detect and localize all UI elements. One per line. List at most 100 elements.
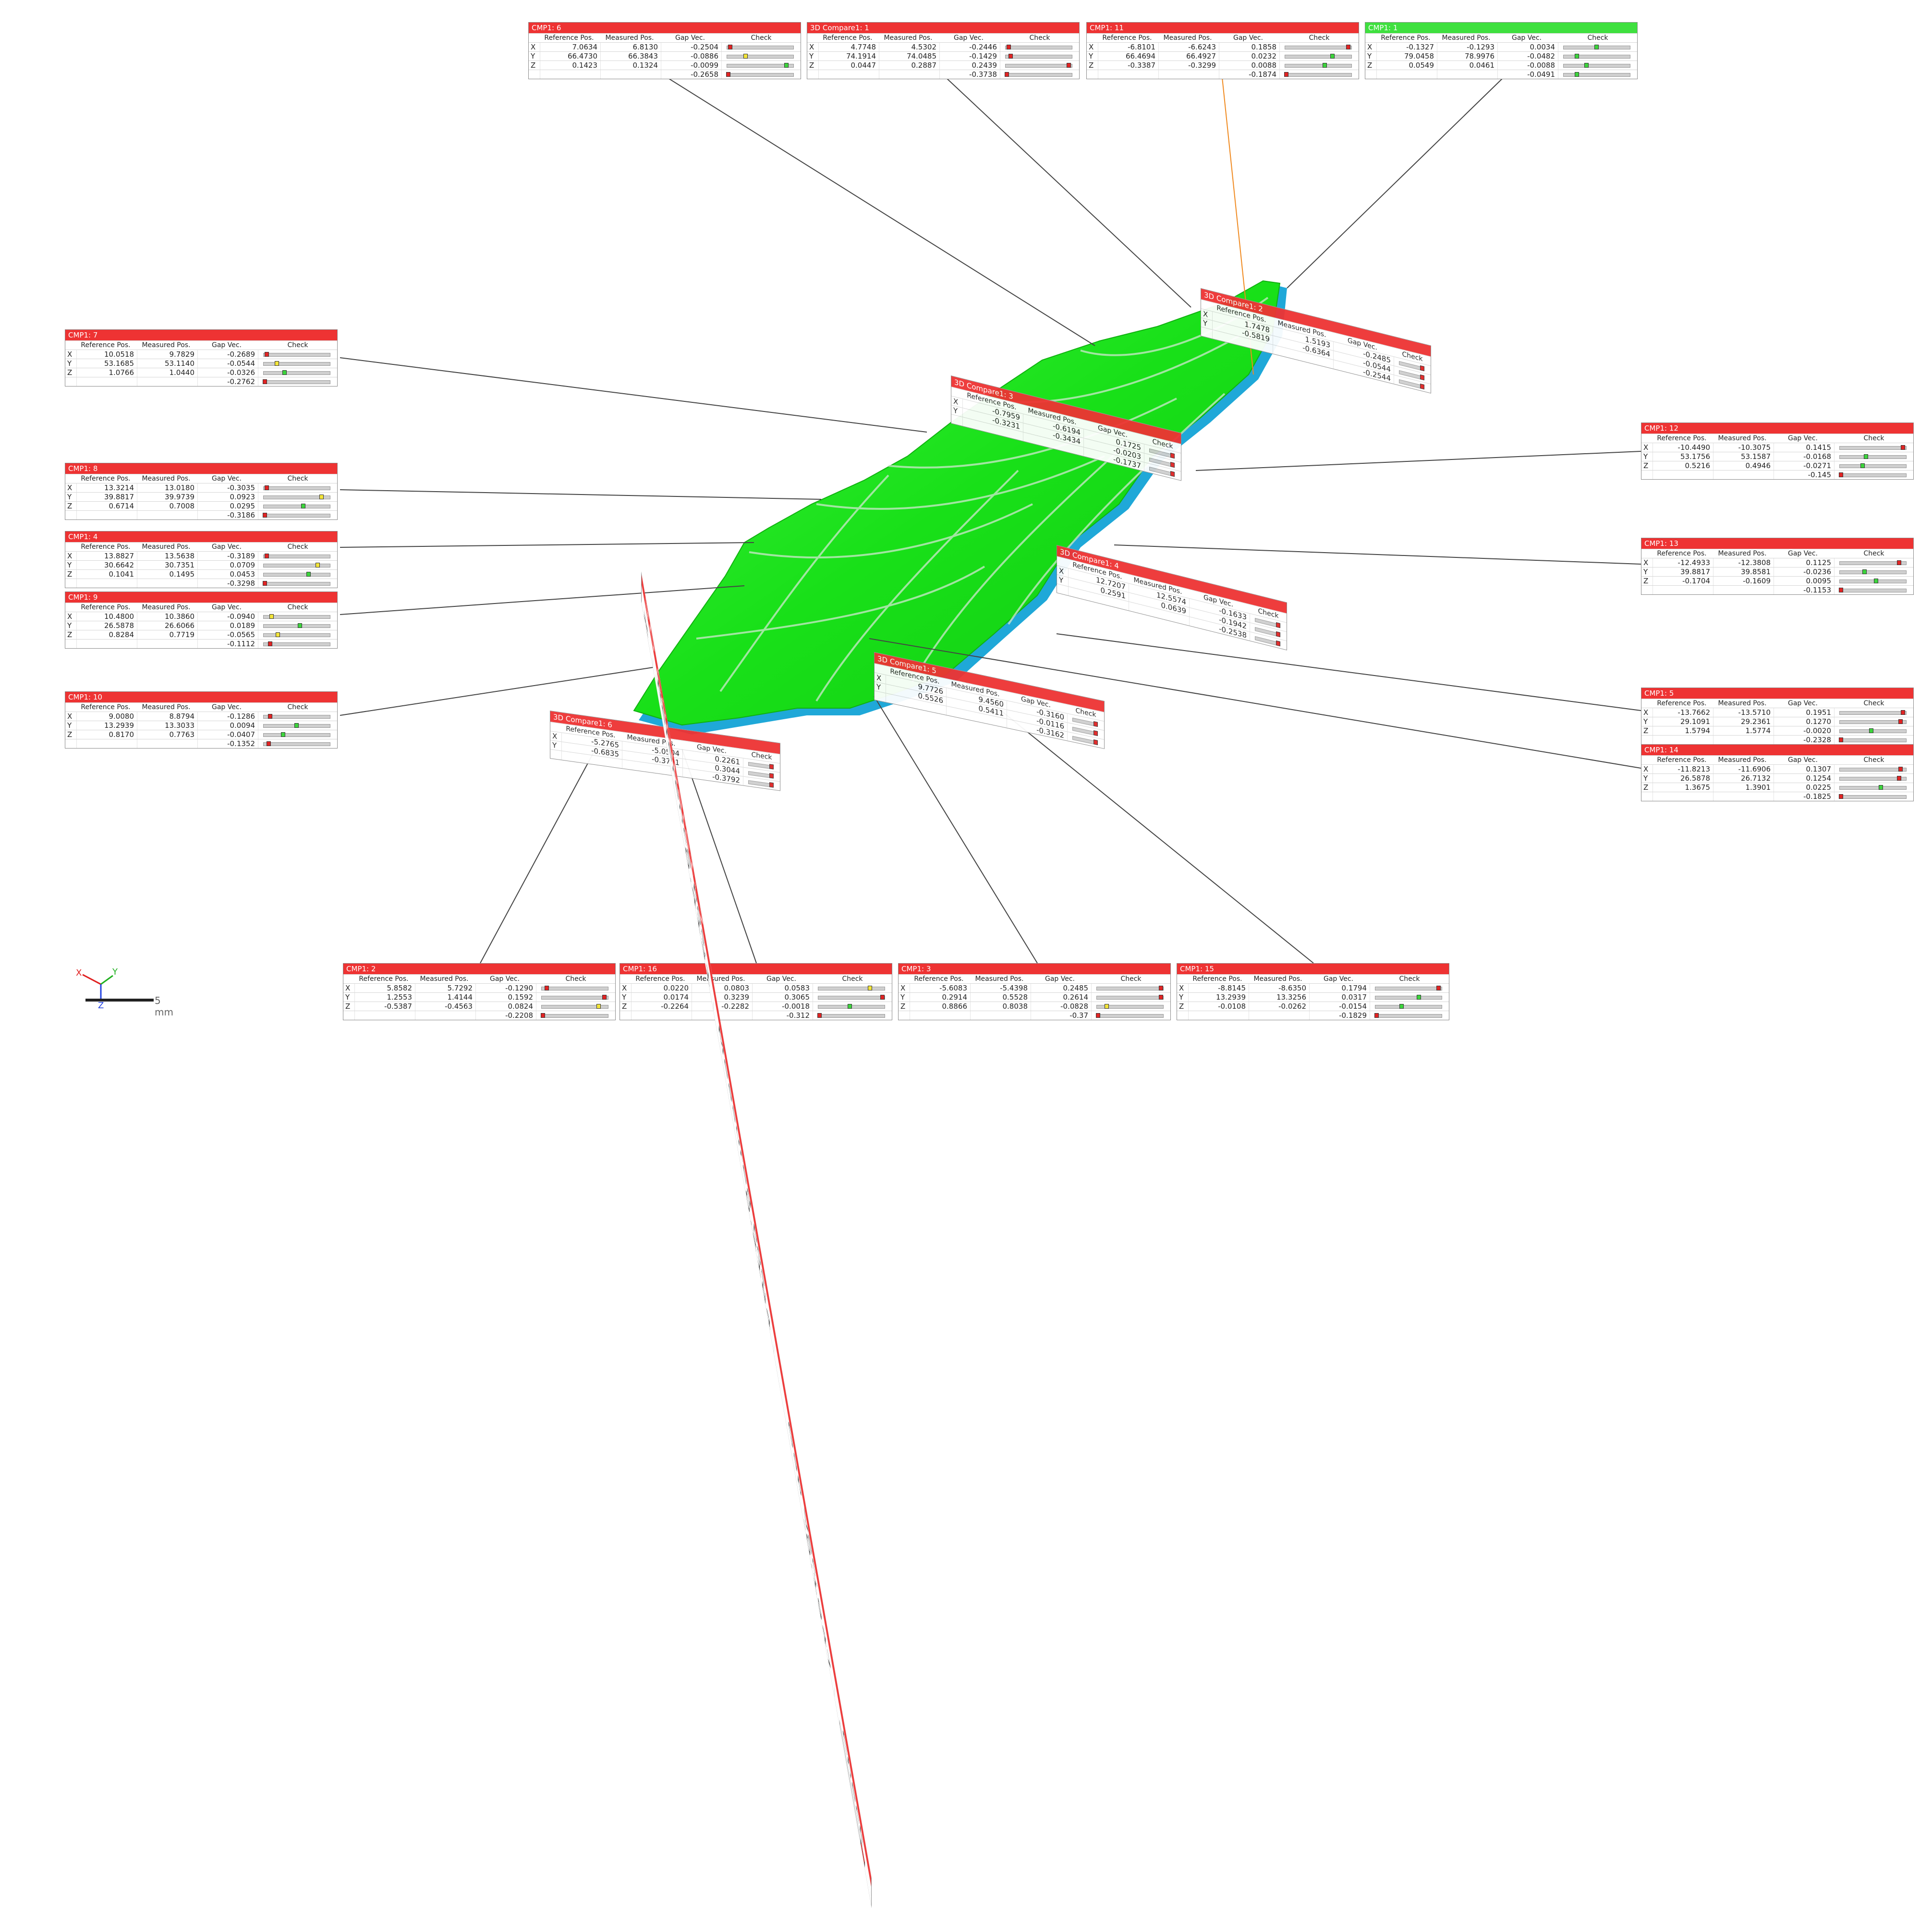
check-marker (267, 714, 272, 719)
callout-title[interactable]: CMP1: 11 (1087, 23, 1359, 33)
check-bar (1839, 710, 1907, 715)
callout-header: Reference Pos. Measured Pos. Gap Vec. Check (1365, 33, 1637, 42)
check-bar (748, 771, 774, 779)
row-gap-vec: 0.0453 (198, 570, 258, 579)
callout-table[interactable]: CMP1: 5 Reference Pos. Measured Pos. Gap Ve… (1641, 688, 1914, 745)
check-marker (1897, 776, 1902, 781)
callout-table[interactable]: CMP1: 4 Reference Pos. Measured Pos. Gap Ve… (65, 531, 338, 588)
check-marker (1901, 445, 1906, 450)
row-check (258, 579, 337, 588)
row-check (1280, 52, 1359, 60)
row-check (536, 1011, 615, 1020)
table-row: X -11.8213 -11.6906 0.1307 (1641, 764, 1913, 773)
callout-table[interactable]: CMP1: 10 Reference Pos. Measured Pos. Gap V… (65, 691, 338, 749)
tilted-callout[interactable]: 3D Compare1: 3 Reference Pos. Measured Pos… (951, 375, 1181, 481)
callout-table[interactable]: CMP1: 13 Reference Pos. Measured Pos. Gap V… (1641, 538, 1914, 595)
callout-table[interactable]: CMP1: 2 Reference Pos. Measured Pos. Gap Ve… (343, 963, 616, 1020)
row-check (258, 359, 337, 368)
callout-title[interactable]: CMP1: 16 (620, 964, 892, 974)
tilted-callout[interactable]: 3D Compare1: 2 Reference Pos. Measured Pos… (1201, 288, 1431, 394)
table-row: X 7.0634 6.8130 -0.2504 (529, 42, 801, 51)
row-axis: Y (343, 993, 355, 1002)
header-check: Check (287, 475, 308, 483)
callout-table[interactable]: CMP1: 16 Reference Pos. Measured Pos. Gap V… (620, 963, 892, 1020)
callout-table[interactable]: CMP1: 1 Reference Pos. Measured Pos. Gap Ve… (1365, 22, 1638, 79)
row-reference-pos (632, 1011, 692, 1020)
row-gap-vec: -0.0154 (1310, 1002, 1370, 1011)
check-marker (817, 1013, 822, 1018)
row-check (1835, 568, 1913, 576)
row-measured-pos (1159, 70, 1219, 79)
row-axis: Y (529, 52, 540, 60)
row-axis: Y (1177, 993, 1189, 1002)
header-gap-vec: Gap Vec. (489, 975, 520, 983)
callout-title[interactable]: CMP1: 13 (1641, 538, 1913, 549)
header-axis (1641, 699, 1653, 708)
row-check (258, 570, 337, 579)
header-axis (65, 474, 77, 483)
row-check (258, 377, 337, 386)
row-check (536, 984, 615, 992)
tilted-callout[interactable]: 3D Compare1: 4 Reference Pos. Measured Pos… (1057, 545, 1287, 651)
callout-title[interactable]: CMP1: 9 (65, 592, 337, 603)
table-row: Y 0.2914 0.5528 0.2614 (899, 992, 1170, 1002)
header-check: Check (1309, 34, 1330, 42)
callout-title[interactable]: CMP1: 8 (65, 463, 337, 474)
table-row: Z 0.5216 0.4946 -0.0271 (1641, 461, 1913, 470)
callout-title[interactable]: CMP1: 2 (343, 964, 615, 974)
table-row: Y 26.5878 26.7132 0.1254 (1641, 773, 1913, 783)
row-gap-vec: 0.0709 (198, 561, 258, 569)
callout-title[interactable]: CMP1: 4 (65, 531, 337, 542)
check-bar (726, 72, 794, 77)
check-marker (848, 1004, 852, 1009)
row-check (1835, 558, 1913, 567)
row-check (536, 993, 615, 1002)
check-bar (1839, 463, 1907, 468)
callout-title[interactable]: CMP1: 14 (1641, 745, 1913, 755)
callout-title[interactable]: 3D Compare1: 1 (807, 23, 1079, 33)
header-measured-pos: Measured Pos. (1253, 975, 1302, 983)
callout-title[interactable]: CMP1: 15 (1177, 964, 1449, 974)
row-check (1370, 1011, 1449, 1020)
row-check (258, 511, 337, 519)
callout-table[interactable]: CMP1: 9 Reference Pos. Measured Pos. Gap Ve… (65, 592, 338, 649)
callout-title[interactable]: CMP1: 3 (899, 964, 1170, 974)
callout-table[interactable]: CMP1: 11 Reference Pos. Measured Pos. Gap V… (1086, 22, 1359, 79)
row-reference-pos: 26.5878 (1653, 774, 1713, 783)
tilted-callout[interactable]: 3D Compare1: 5 Reference Pos. Measured Pos… (874, 652, 1105, 749)
row-reference-pos: 13.8827 (77, 552, 137, 560)
callout-title[interactable]: CMP1: 5 (1641, 688, 1913, 699)
check-marker (867, 986, 872, 990)
row-reference-pos (77, 640, 137, 648)
check-marker (1104, 1004, 1109, 1009)
header-check: Check (1863, 435, 1884, 442)
check-marker (1006, 45, 1011, 49)
row-axis: X (1641, 558, 1653, 567)
callout-table[interactable]: CMP1: 7 Reference Pos. Measured Pos. Gap Ve… (65, 329, 338, 386)
row-measured-pos (692, 1011, 753, 1020)
callout-title[interactable]: CMP1: 10 (65, 692, 337, 702)
callout-table[interactable]: CMP1: 14 Reference Pos. Measured Pos. Gap V… (1641, 744, 1914, 801)
row-reference-pos: 0.8284 (77, 630, 137, 639)
row-check (1092, 993, 1170, 1002)
table-row: Y 1.2553 1.4144 0.1592 (343, 992, 615, 1002)
callout-table[interactable]: CMP1: 3 Reference Pos. Measured Pos. Gap Ve… (898, 963, 1171, 1020)
row-measured-pos: -0.0262 (1249, 1002, 1310, 1011)
header-reference-pos: Reference Pos. (914, 975, 964, 983)
callout-title[interactable]: CMP1: 1 (1365, 23, 1637, 33)
callout-table[interactable]: CMP1: 12 Reference Pos. Measured Pos. Gap V… (1641, 423, 1914, 480)
table-row: Y 66.4730 66.3843 -0.0886 (529, 51, 801, 60)
row-axis: X (550, 731, 562, 742)
callout-table[interactable]: CMP1: 8 Reference Pos. Measured Pos. Gap Ve… (65, 463, 338, 520)
row-axis (1087, 70, 1098, 79)
callout-title[interactable]: CMP1: 6 (529, 23, 801, 33)
callout-title[interactable]: CMP1: 12 (1641, 423, 1913, 434)
header-axis (529, 34, 540, 42)
callout-table[interactable]: 3D Compare1: 1 Reference Pos. Measured Pos… (807, 22, 1080, 79)
callout-table[interactable]: CMP1: 6 Reference Pos. Measured Pos. Gap Ve… (528, 22, 801, 79)
row-reference-pos (1377, 70, 1437, 79)
callout-title[interactable]: CMP1: 7 (65, 330, 337, 340)
callout-table[interactable]: CMP1: 15 Reference Pos. Measured Pos. Gap V… (1177, 963, 1449, 1020)
row-gap-vec: -0.312 (753, 1011, 813, 1020)
